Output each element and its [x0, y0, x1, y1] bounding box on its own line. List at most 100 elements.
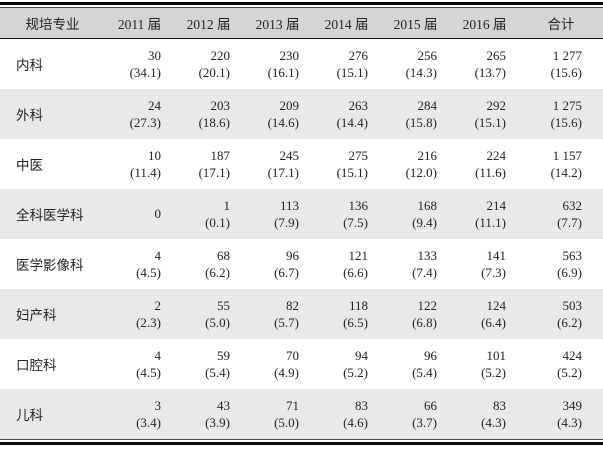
data-table: 规培专业 2011 届 2012 届 2013 届 2014 届 2015 届 … — [0, 8, 603, 439]
cell-value: 10 — [148, 147, 161, 163]
table-cell: 292 (15.1) — [450, 89, 519, 139]
cell-value: 136 — [348, 197, 369, 213]
cell-value: 133 — [417, 247, 438, 263]
cell-percent: (2.3) — [136, 314, 161, 330]
table-cell: 94 (5.2) — [312, 339, 381, 389]
cell-percent: (7.3) — [481, 264, 506, 280]
cell-percent: (4.3) — [481, 414, 506, 430]
table-row: 医学影像科 4 (4.5) 68 (6.2) 96 (6.7) 121 (6.6) 133 (7.4… — [0, 239, 603, 289]
cell-percent: (14.3) — [405, 64, 437, 80]
table-cell: 141 (7.3) — [450, 239, 519, 289]
row-label: 中医 — [16, 157, 43, 173]
cell-percent: (3.7) — [412, 414, 437, 430]
cell-value: 256 — [417, 47, 438, 63]
table-cell: 220 (20.1) — [174, 39, 243, 89]
cell-value: 203 — [210, 97, 231, 113]
table-cell: 70 (4.9) — [243, 339, 312, 389]
table-cell: 349 (4.3) — [519, 389, 603, 439]
cell-value: 59 — [217, 347, 230, 363]
cell-value: 94 — [355, 347, 368, 363]
table-cell: 55 (5.0) — [174, 289, 243, 339]
cell-percent: (4.3) — [557, 414, 582, 430]
table-cell: 83 (4.3) — [450, 389, 519, 439]
table-cell: 133 (7.4) — [381, 239, 450, 289]
row-label: 外科 — [16, 107, 43, 123]
table-cell: 30 (34.1) — [105, 39, 174, 89]
cell-percent: (5.2) — [343, 364, 368, 380]
table-cell: 96 (5.4) — [381, 339, 450, 389]
table-row: 全科医学科 0 1 (0.1) 113 (7.9) 136 (7.5) 168 (9.4) 214(… — [0, 188, 603, 239]
table-cell: 68 (6.2) — [174, 239, 243, 289]
cell-percent: (13.7) — [474, 64, 506, 80]
cell-percent: (6.4) — [481, 314, 506, 330]
cell-percent: (17.1) — [198, 164, 230, 180]
row-label: 内科 — [16, 57, 43, 73]
cell-percent: (15.6) — [550, 64, 582, 80]
cell-value: 83 — [493, 397, 506, 413]
cell-percent: (15.1) — [474, 114, 506, 130]
cell-percent: (14.4) — [336, 114, 368, 130]
cell-value: 83 — [355, 397, 368, 413]
cell-percent: (4.9) — [274, 364, 299, 380]
cell-value: 284 — [417, 97, 438, 113]
table-cell: 424 (5.2) — [519, 339, 603, 389]
table-header: 规培专业 2011 届 2012 届 2013 届 2014 届 2015 届 … — [0, 8, 603, 39]
cell-percent: (5.0) — [205, 314, 230, 330]
cell-percent: (11.4) — [130, 164, 161, 180]
cell-value: 214 — [486, 197, 507, 213]
table-cell: 209 (14.6) — [243, 89, 312, 139]
cell-percent: (5.4) — [412, 364, 437, 380]
table-cell: 214 (11.1) — [450, 189, 519, 239]
cell-value: 96 — [424, 347, 437, 363]
cell-percent: (6.6) — [343, 264, 368, 280]
cell-percent: (6.2) — [557, 314, 582, 330]
row-label: 儿科 — [16, 407, 43, 423]
table-cell: 24 (27.3) — [105, 89, 174, 139]
cell-value: 503 — [562, 297, 583, 313]
cell-value: 101 — [486, 347, 507, 363]
cell-percent: (7.7) — [557, 214, 582, 230]
table-row: 内科 30 (34.1) 220 (20.1) 230 (16.1) 276 (15.1) 256… — [0, 39, 603, 89]
table-cell: 136 (7.5) — [312, 189, 381, 239]
top-rule-gap — [0, 5, 603, 7]
table-cell: 2 (2.3) — [105, 289, 174, 339]
cell-percent: (6.9) — [557, 264, 582, 280]
table-body: 内科 30 (34.1) 220 (20.1) 230 (16.1) 276 (15.1) 256… — [0, 39, 603, 439]
row-label: 口腔科 — [16, 357, 57, 373]
cell-percent: (4.5) — [136, 364, 161, 380]
cell-percent: (27.3) — [129, 114, 161, 130]
table-cell: 3 (3.4) — [105, 389, 174, 439]
table-cell: 168 (9.4) — [381, 189, 450, 239]
header-year-2012: 2012 届 — [174, 8, 243, 39]
cell-value: 1 275 — [552, 97, 582, 113]
table-cell: 224 (11.6) — [450, 139, 519, 189]
cell-value: 4 — [154, 347, 162, 363]
header-year-2014: 2014 届 — [312, 8, 381, 39]
table-row: 中医 10 (11.4) 187 (17.1) 245 (17.1) 275 (15.1) 216… — [0, 139, 603, 189]
cell-percent: (20.1) — [198, 64, 230, 80]
cell-value: 563 — [562, 247, 583, 263]
cell-percent: (5.7) — [274, 314, 299, 330]
header-row: 规培专业 2011 届 2012 届 2013 届 2014 届 2015 届 … — [0, 8, 603, 39]
cell-percent: (5.2) — [557, 364, 582, 380]
cell-percent: (11.6) — [475, 164, 506, 180]
table-cell: 113 (7.9) — [243, 189, 312, 239]
cell-value: 121 — [348, 247, 369, 263]
residency-specialty-table-figure: 规培专业 2011 届 2012 届 2013 届 2014 届 2015 届 … — [0, 2, 603, 445]
cell-value: 4 — [154, 247, 162, 263]
top-rule-thin — [0, 7, 603, 8]
row-label: 妇产科 — [16, 307, 57, 323]
cell-percent: (16.1) — [267, 64, 299, 80]
table-cell: 66 (3.7) — [381, 389, 450, 439]
cell-percent: (6.8) — [412, 314, 437, 330]
cell-percent: (14.6) — [267, 114, 299, 130]
cell-value: 230 — [279, 47, 300, 63]
table-row: 妇产科 2 (2.3) 55 (5.0) 82 (5.7) 118 (6.5) 122 (6.8) 1… — [0, 288, 603, 339]
top-rule-thick — [0, 2, 603, 5]
cell-percent: (7.9) — [274, 214, 299, 230]
cell-percent: (6.2) — [205, 264, 230, 280]
cell-value: 349 — [562, 397, 583, 413]
table-cell: 4 (4.5) — [105, 239, 174, 289]
cell-value: 71 — [286, 397, 299, 413]
row-label: 全科医学科 — [16, 207, 84, 223]
